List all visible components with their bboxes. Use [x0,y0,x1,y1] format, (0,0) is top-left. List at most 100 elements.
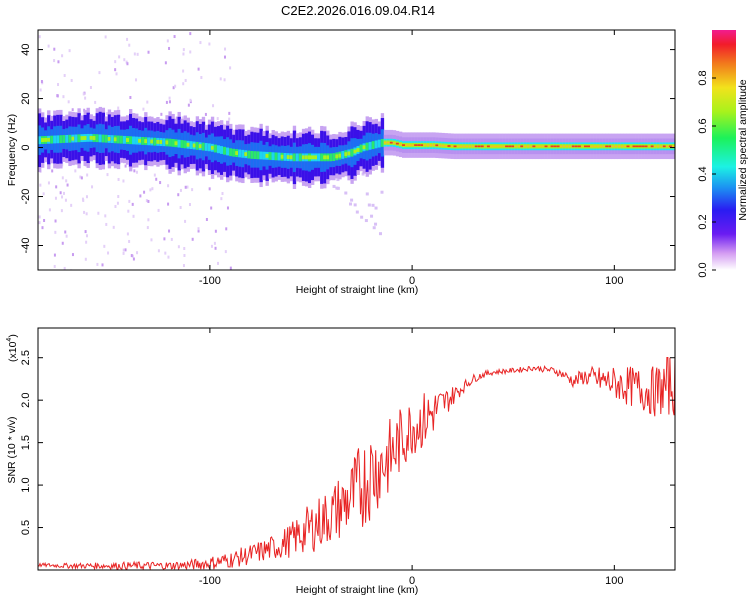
heatmap-cell [447,145,451,147]
heatmap-speckle [189,50,192,54]
heatmap-cell [435,144,439,147]
y-tick-label: -20 [20,189,32,205]
heatmap-speckle [83,210,86,214]
heatmap-cell [368,141,372,150]
heatmap-cell [216,145,221,154]
heatmap-speckle [96,262,99,266]
heatmap-speckle [114,204,117,208]
heatmap-cell [213,144,218,153]
heatmap-speckle [187,103,190,107]
heatmap-cell [499,145,503,148]
heatmap-cell [605,145,609,148]
heatmap-speckle [159,181,162,185]
heatmap-cell [444,144,448,147]
heatmap-cell [587,145,591,148]
heatmap-speckle [54,219,57,223]
heatmap-cell [383,141,388,144]
heatmap-speckle [89,86,92,90]
heatmap-cell [53,135,57,144]
heatmap-cell [92,136,96,140]
spectrogram-frame [37,29,676,271]
heatmap-cell [553,145,557,148]
heatmap-speckle [130,254,133,258]
heatmap-cell [577,145,582,148]
heatmap-speckle [179,188,182,192]
heatmap-speckle [101,263,104,267]
heatmap-cell [486,145,491,148]
heatmap-speckle [213,241,216,245]
heatmap-cell [590,145,594,148]
heatmap-speckle [184,219,187,223]
heatmap-speckle [370,214,374,218]
heatmap-cell [562,145,567,148]
heatmap-cell [147,137,151,146]
heatmap-speckle [208,187,211,191]
heatmap-speckle [128,43,131,47]
heatmap-speckle [94,100,97,104]
heatmap-speckle [106,173,109,177]
heatmap-cell [465,145,470,148]
heatmap-cell [626,145,630,148]
heatmap-cell [65,134,69,143]
heatmap-speckle [38,35,41,39]
svg-text:(x104): (x104) [6,334,19,362]
heatmap-speckle [184,185,187,189]
heatmap-cell [544,145,548,148]
heatmap-cell [329,153,333,162]
heatmap-cell [417,144,421,146]
heatmap-cell [256,151,260,160]
heatmap-speckle [70,203,73,207]
heatmap-cell [198,144,203,149]
heatmap-speckle [374,222,378,226]
heatmap-cell [456,145,460,148]
heatmap-speckle [80,176,83,180]
heatmap-speckle [160,112,163,116]
heatmap-cell [71,136,75,141]
heatmap-speckle [103,244,106,248]
heatmap-speckle [167,202,170,206]
heatmap-speckle [225,227,228,231]
y-tick-label: -40 [20,238,32,254]
heatmap-speckle [85,212,88,216]
heatmap-cell [113,137,118,142]
heatmap-cell [180,140,184,148]
heatmap-speckle [64,230,67,234]
heatmap-cell [614,145,618,148]
colorbar-gradient [712,30,736,270]
heatmap-speckle [135,78,138,82]
heatmap-speckle [128,239,131,243]
heatmap-cell [95,134,99,143]
heatmap-cell [271,152,275,161]
heatmap-speckle [199,41,202,45]
y-tick-label: 2.0 [20,393,32,408]
heatmap-cell [656,145,661,148]
heatmap-cell [623,145,627,148]
heatmap-cell [232,148,236,157]
heatmap-cell [238,149,242,158]
heatmap-speckle [84,96,87,100]
y-tick-label: 2.5 [20,350,32,365]
heatmap-speckle [214,229,217,233]
heatmap-speckle [54,230,57,234]
heatmap-speckle [123,58,126,62]
x-tick-label: -100 [199,275,221,287]
heatmap-speckle [55,185,58,189]
heatmap-cell [229,148,233,157]
heatmap-speckle [71,108,74,112]
heatmap-speckle [149,188,152,192]
heatmap-speckle [47,181,50,185]
heatmap-speckle [131,202,134,206]
snr-panel: -100 0 100 0.5 1.0 1.5 2.0 2.5 Height of straig… [6,327,676,596]
heatmap-speckle [56,94,59,98]
heatmap-speckle [97,211,100,215]
colorbar-ticks: 0.0 0.2 0.4 0.6 0.8 [697,70,716,278]
heatmap-cell [408,144,412,146]
snr-multiplier-base: (x10 [7,341,19,362]
heatmap-speckle [124,164,127,168]
heatmap-speckle [116,201,119,205]
heatmap-speckle [118,55,121,59]
heatmap-speckle [177,245,180,249]
heatmap-cell [402,144,406,146]
heatmap-cell [83,136,87,140]
heatmap-cell [262,151,266,160]
